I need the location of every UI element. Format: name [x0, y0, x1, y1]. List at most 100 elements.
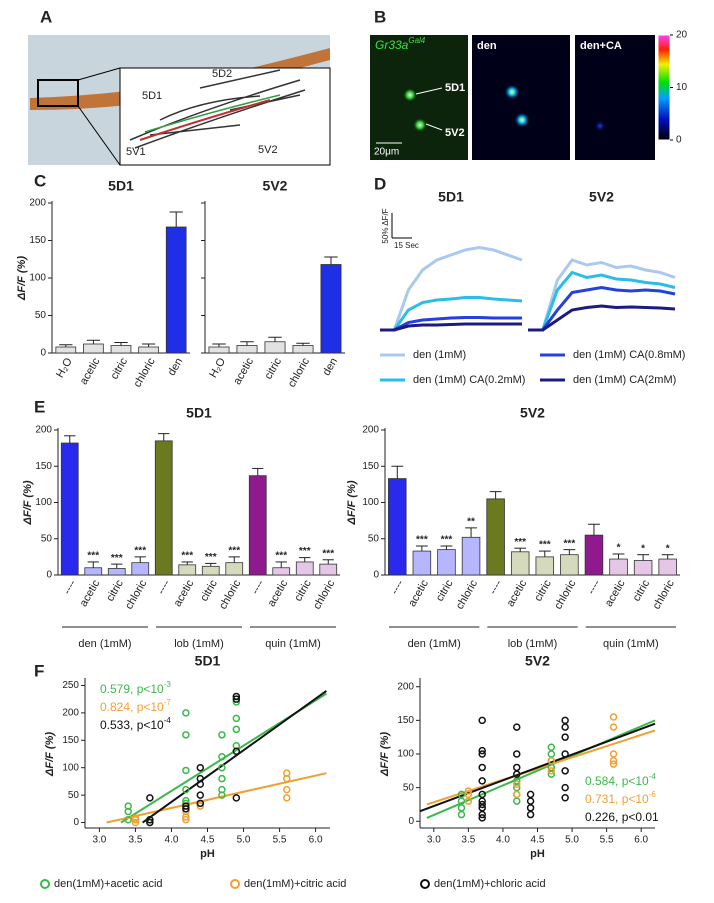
y-tick-label: 50: [368, 533, 380, 544]
point: [182, 731, 190, 739]
significance: ***: [181, 551, 193, 562]
point: [124, 807, 132, 816]
bar: [510, 551, 530, 576]
leg-image: 5D2 5D1 5V1 5V2: [28, 35, 331, 166]
bar: [486, 498, 505, 576]
annotation-text: 0.731, p<10: [585, 792, 649, 806]
gene-label: Gr33aGal4: [375, 36, 426, 52]
point: [182, 785, 190, 794]
fit-line: [142, 690, 327, 824]
point: [478, 800, 486, 809]
bar: [208, 346, 230, 354]
annotation-sup: -6: [649, 790, 657, 799]
bar: [388, 478, 407, 576]
significance: ***: [228, 546, 240, 557]
annotation: 0.533, p<10-4: [100, 716, 171, 732]
significance: ***: [322, 548, 334, 559]
trace: [528, 270, 676, 332]
bar: [138, 346, 159, 354]
point: [547, 770, 556, 778]
x-tick-label: chloric: [454, 578, 481, 612]
y-tick-label: 0: [40, 348, 46, 359]
point: [526, 797, 535, 805]
x-tick-label: 5.5: [273, 835, 287, 846]
point: [196, 802, 205, 810]
y-tick-label: 200: [29, 198, 46, 209]
y-tick-label: 200: [62, 708, 79, 719]
point: [218, 791, 226, 799]
point: [478, 716, 486, 725]
bar: [236, 345, 258, 354]
point: [561, 750, 569, 758]
significance: ***: [539, 540, 551, 551]
point: [561, 733, 569, 741]
point: [609, 760, 618, 768]
x-axis-label: pH: [200, 848, 215, 860]
bar: [165, 226, 187, 354]
x-tick-label: acetic: [603, 578, 628, 609]
y-axis-label: ΔF/F (%): [44, 732, 56, 777]
colorbar-label: 0: [676, 135, 682, 146]
point: [182, 813, 190, 821]
point: [146, 794, 154, 802]
group-label: lob (1mM): [508, 638, 558, 650]
y-tick-label: 150: [29, 235, 46, 246]
x-tick-label: citric: [262, 356, 284, 382]
x-tick-label: 3.5: [461, 835, 475, 846]
bar: [178, 564, 197, 576]
y-tick-label: 100: [29, 273, 46, 284]
group-label: quin (1mM): [265, 638, 321, 650]
legend-label: den (1mM) CA(0.8mM): [573, 349, 685, 361]
annotation: 0.824, p<10-7: [100, 698, 171, 714]
bar: [60, 442, 79, 576]
x-tick-label: acetic: [78, 356, 103, 387]
significance: ***: [514, 537, 526, 548]
x-tick-label: chloric: [123, 578, 150, 612]
significance: *: [641, 543, 645, 554]
image-label: den+CA: [580, 40, 622, 52]
legend-label: den(1mM)+acetic acid: [54, 878, 163, 890]
point: [232, 725, 241, 734]
arrow: [415, 87, 443, 95]
x-tick-label: chloric: [286, 356, 313, 390]
x-tick-label: ----: [249, 578, 267, 597]
annotation: 0.226, p<0.01: [585, 810, 659, 824]
point: [218, 752, 226, 761]
bar: [272, 567, 291, 576]
bar: [264, 341, 286, 354]
x-tick-label: 5.5: [600, 835, 614, 846]
y-tick-label: 0: [373, 570, 379, 581]
annotation: 0.731, p<10-6: [585, 790, 656, 806]
y-tick-label: 200: [397, 681, 414, 692]
y-tick-label: 50: [403, 782, 415, 793]
legend-label: den (1mM) CA(2mM): [573, 374, 676, 386]
significance: ***: [441, 535, 453, 546]
bar: [131, 562, 150, 576]
point: [513, 790, 521, 799]
x-tick-label: ----: [155, 578, 173, 597]
panel-label: F: [34, 661, 44, 680]
bar: [535, 556, 555, 576]
legend-label: den(1mM)+citric acid: [244, 878, 346, 890]
point: [464, 797, 473, 805]
cell-label: 5D1: [445, 82, 465, 94]
y-tick-label: 0: [73, 817, 79, 828]
sketch: [129, 69, 306, 149]
point: [478, 810, 486, 819]
x-tick-label: den: [321, 356, 341, 378]
arrow: [425, 123, 443, 131]
significance: ***: [416, 535, 428, 546]
x-tick-label: ----: [389, 578, 407, 597]
x-tick-label: citric: [434, 578, 456, 604]
point: [457, 810, 466, 819]
y-tick-label: 100: [62, 762, 79, 773]
x-tick-label: acetic: [172, 578, 197, 609]
chart-title: 5D1: [195, 653, 221, 669]
significance: *: [617, 543, 621, 554]
point: [182, 802, 190, 810]
point: [609, 723, 618, 731]
trace: [528, 304, 676, 332]
y-tick-label: 100: [362, 497, 379, 508]
point: [547, 743, 556, 752]
